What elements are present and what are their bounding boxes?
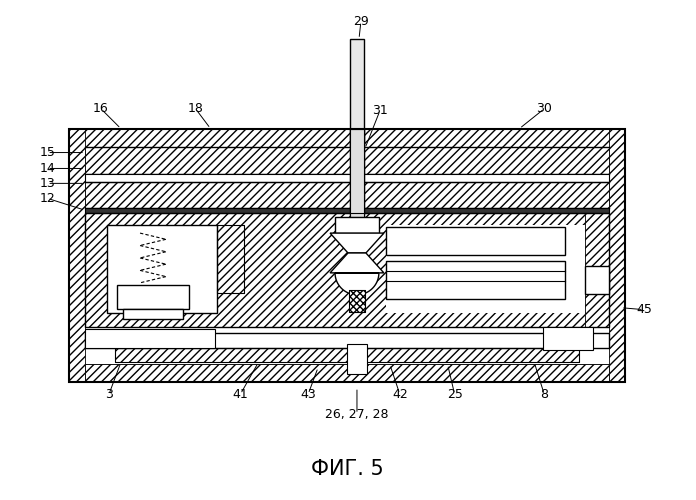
Bar (85, 146, 609, 174)
Text: 41: 41 (232, 388, 248, 400)
Text: 45: 45 (636, 303, 651, 316)
Bar (386, 225, 585, 312)
Bar (85, 364, 609, 382)
Polygon shape (335, 273, 379, 294)
Bar (69, 128, 625, 146)
Text: 16: 16 (93, 102, 109, 116)
Text: 14: 14 (40, 162, 55, 175)
Bar (386, 261, 565, 298)
Bar (117, 285, 189, 308)
Text: 25: 25 (447, 388, 463, 400)
Bar (347, 344, 367, 374)
Bar (350, 39, 364, 146)
Text: 8: 8 (540, 388, 548, 400)
Text: 18: 18 (188, 102, 203, 116)
Polygon shape (330, 233, 384, 253)
Bar (115, 348, 579, 362)
Text: 26, 27, 28: 26, 27, 28 (325, 408, 388, 420)
Bar (85, 213, 609, 326)
Bar (350, 146, 364, 217)
Bar (85, 332, 609, 348)
Bar (543, 326, 593, 350)
Text: 43: 43 (300, 388, 316, 400)
Bar (123, 308, 182, 318)
Bar (585, 266, 609, 294)
Bar (335, 217, 379, 233)
Bar (350, 128, 364, 213)
Text: 31: 31 (372, 104, 388, 118)
Bar (349, 290, 365, 312)
Bar (69, 128, 85, 382)
Text: 29: 29 (353, 15, 369, 28)
Bar (609, 128, 625, 382)
Bar (386, 227, 565, 255)
Bar (107, 225, 216, 312)
Bar (115, 348, 579, 362)
Text: 12: 12 (40, 192, 55, 205)
Bar (585, 213, 609, 326)
Text: 3: 3 (105, 388, 113, 400)
Text: 13: 13 (40, 177, 55, 190)
Bar (85, 328, 214, 348)
Bar (85, 208, 609, 213)
Polygon shape (330, 253, 384, 273)
Bar (350, 128, 364, 217)
Bar (216, 225, 244, 293)
Text: 42: 42 (392, 388, 408, 400)
Text: 30: 30 (537, 102, 552, 116)
Bar (85, 182, 609, 208)
Bar (85, 174, 609, 182)
Bar (69, 364, 625, 382)
Bar (216, 225, 244, 293)
Bar (85, 213, 609, 326)
Text: 15: 15 (39, 146, 55, 159)
Bar (69, 128, 625, 382)
Bar (349, 290, 365, 312)
Text: ФИГ. 5: ФИГ. 5 (310, 459, 383, 479)
